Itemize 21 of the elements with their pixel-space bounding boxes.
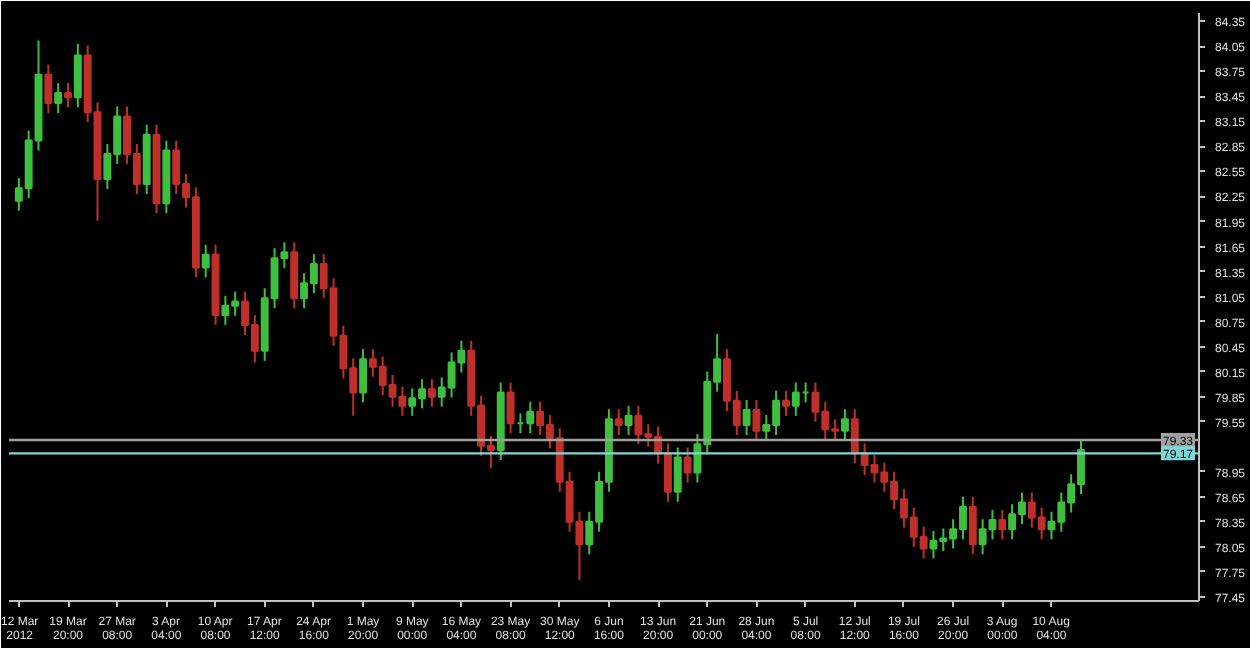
candlestick bbox=[850, 408, 859, 465]
candlestick bbox=[201, 243, 210, 279]
candlestick bbox=[54, 82, 63, 115]
candlestick bbox=[968, 495, 977, 556]
candlestick bbox=[742, 399, 751, 437]
candlestick bbox=[73, 42, 82, 109]
candlestick bbox=[998, 509, 1007, 541]
candlestick bbox=[427, 378, 436, 408]
candlestick bbox=[683, 446, 692, 484]
candlestick bbox=[673, 446, 682, 503]
candlestick bbox=[290, 241, 299, 310]
candlestick bbox=[781, 389, 790, 417]
candlestick bbox=[44, 63, 53, 115]
candlestick bbox=[624, 404, 633, 437]
candlestick bbox=[841, 408, 849, 442]
candlestick bbox=[614, 408, 623, 437]
candlestick bbox=[506, 381, 515, 435]
candlestick bbox=[663, 442, 672, 503]
candlestick bbox=[64, 82, 72, 109]
candlestick bbox=[752, 399, 761, 442]
candlestick bbox=[359, 348, 367, 404]
